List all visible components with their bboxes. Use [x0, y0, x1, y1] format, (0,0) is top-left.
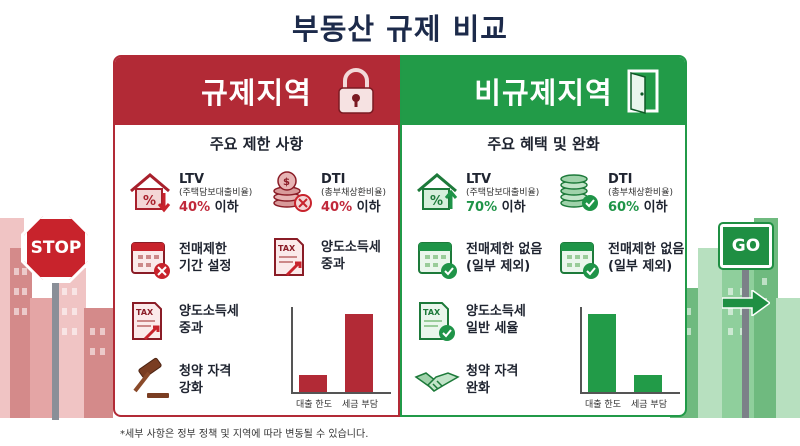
regulated-tax-top-item: TAX 양도소득세 중과 [269, 235, 381, 281]
bar-loan-limit [299, 374, 327, 392]
nonregulated-ltv-value: 70% [466, 200, 498, 215]
nonregulated-subscription-item: 청약 자격 완화 [414, 357, 518, 403]
svg-text:%: % [143, 194, 156, 209]
nonregulated-resale-line1: 전매제한 없음 [466, 242, 543, 257]
bar-tax-burden [345, 314, 373, 392]
regulated-bar-chart: 대출 한도 세금 부담 [285, 305, 395, 415]
regulated-ltv-title: LTV [179, 172, 205, 187]
regulated-header: 규제지역 [115, 57, 398, 125]
svg-text:TAX: TAX [278, 244, 296, 253]
regulated-title: 규제지역 [201, 76, 312, 110]
svg-text:TAX: TAX [423, 308, 441, 317]
tax-document-check-icon: TAX [419, 302, 455, 341]
svg-text:TAX: TAX [136, 308, 154, 317]
calendar-check-icon [418, 242, 457, 279]
nonregulated-subscription-line1: 청약 자격 [466, 364, 519, 379]
arrow-right-icon [722, 290, 770, 316]
nonregulated-ltv-title: LTV [466, 172, 492, 187]
nonregulated-header: 비규제지역 [402, 57, 685, 125]
regulated-ltv-sub: (주택담보대출비율) [179, 188, 253, 198]
regulated-tax-top-line1: 양도소득세 [321, 240, 381, 255]
regulated-subscription-line2: 강화 [179, 381, 203, 396]
city-skyline-left [0, 158, 130, 418]
nonregulated-resale2-item: 전매제한 없음 (일부 제외) [556, 235, 684, 281]
regulated-tax-item: TAX 양도소득세 중과 [127, 299, 239, 345]
nonregulated-ltv-sub: (주택담보대출비율) [466, 188, 540, 198]
go-sign: GO [718, 222, 774, 270]
regulated-panel: 규제지역 주요 제한 사항 % LTV (주택담보대출비율) 40% 이하 [113, 55, 400, 417]
regulated-dti-value: 40% [321, 200, 353, 215]
nonregulated-subscription-line2: 완화 [466, 381, 490, 396]
coin-stack-check-icon [560, 174, 598, 211]
calendar-check-icon [560, 242, 599, 279]
open-door-icon [627, 69, 659, 114]
regulated-dti-item: $ DTI (총부채상환비율) 40% 이하 [269, 169, 386, 216]
nonregulated-resale-item: 전매제한 없음 (일부 제외) [414, 235, 542, 281]
nonregulated-tax-item: TAX 양도소득세 일반 세율 [414, 299, 526, 345]
nonregulated-panel: 비규제지역 주요 혜택 및 완화 % LTV (주택담보대출비율) 70% 이하 [400, 55, 687, 417]
nonregulated-dti-title: DTI [608, 172, 633, 187]
coin-stack-x-icon: $ [273, 171, 312, 212]
regulated-resale-line2: 기간 설정 [179, 259, 232, 274]
house-percent-down-icon: % [130, 173, 171, 213]
chart-label-loan-limit: 대출 한도 [296, 400, 332, 410]
go-sign-pole [742, 268, 749, 418]
nonregulated-bar-chart: 대출 한도 세금 부담 [574, 305, 684, 415]
nonregulated-subtitle: 주요 혜택 및 완화 [487, 135, 600, 153]
tax-document-up-icon: TAX [132, 302, 162, 341]
page-title: 부동산 규제 비교 [292, 12, 508, 46]
chart-label-tax-burden: 세금 부담 [631, 400, 667, 410]
tax-document-up-icon: TAX [274, 238, 304, 277]
calendar-x-icon [131, 242, 170, 279]
padlock-icon [338, 68, 374, 114]
regulated-ltv-item: % LTV (주택담보대출비율) 40% 이하 [127, 169, 252, 216]
svg-text:%: % [430, 194, 443, 209]
regulated-resale-item: 전매제한 기간 설정 [127, 235, 231, 281]
nonregulated-tax-line1: 양도소득세 [466, 304, 526, 319]
regulated-dti-sub: (총부채상환비율) [321, 188, 386, 198]
regulated-tax-top-line2: 중과 [321, 257, 345, 272]
stop-sign: STOP [24, 216, 88, 280]
nonregulated-dti-sub: (총부채상환비율) [608, 188, 673, 198]
svg-text:$: $ [283, 177, 290, 188]
regulated-subtitle: 주요 제한 사항 [209, 135, 304, 153]
nonregulated-title: 비규제지역 [474, 76, 613, 110]
regulated-tax-line2: 중과 [179, 321, 203, 336]
regulated-ltv-value: 40% [179, 200, 211, 215]
regulated-resale-line1: 전매제한 [179, 242, 227, 257]
nonregulated-ltv-item: % LTV (주택담보대출비율) 70% 이하 [414, 169, 539, 216]
chart-label-tax-burden: 세금 부담 [342, 400, 378, 410]
house-percent-up-icon: % [417, 173, 458, 210]
nonregulated-dti-item: DTI (총부채상환비율) 60% 이하 [556, 169, 673, 216]
nonregulated-resale-line2: (일부 제외) [466, 259, 531, 274]
regulated-subscription-item: 청약 자격 강화 [127, 357, 231, 403]
nonregulated-resale2-line1: 전매제한 없음 [608, 242, 685, 257]
bar-loan-limit [588, 314, 616, 392]
regulated-dti-title: DTI [321, 172, 346, 187]
footnote: *세부 사항은 정부 정책 및 지역에 따라 변동될 수 있습니다. [120, 429, 369, 440]
regulated-subscription-line1: 청약 자격 [179, 364, 232, 379]
handshake-icon [414, 372, 460, 392]
nonregulated-tax-line2: 일반 세율 [466, 321, 519, 336]
stop-sign-pole [52, 280, 59, 420]
bar-tax-burden [634, 374, 662, 392]
chart-label-loan-limit: 대출 한도 [585, 400, 621, 410]
regulated-tax-line1: 양도소득세 [179, 304, 239, 319]
city-skyline-right [670, 158, 800, 418]
nonregulated-dti-value: 60% [608, 200, 640, 215]
nonregulated-resale2-line2: (일부 제외) [608, 259, 673, 274]
gavel-icon [133, 357, 169, 398]
